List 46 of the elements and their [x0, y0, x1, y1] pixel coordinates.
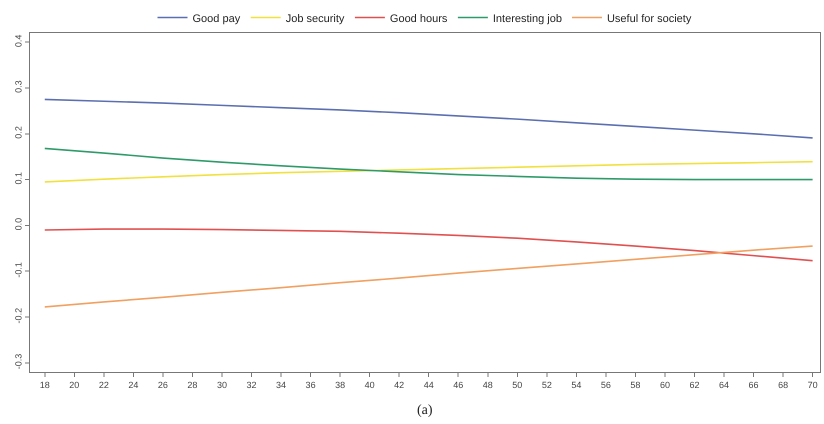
x-tick-label: 52 — [542, 380, 552, 390]
line-series — [44, 98, 814, 139]
x-tick-label: 64 — [719, 380, 730, 390]
x-tick-label: 30 — [216, 380, 227, 390]
x-tick-label: 18 — [40, 380, 50, 390]
y-tick-label: -0.3 — [13, 354, 24, 370]
line-series — [44, 245, 814, 308]
x-tick-label: 46 — [453, 380, 464, 390]
x-tick-label: 28 — [187, 380, 198, 390]
line-series — [44, 228, 814, 262]
x-tick-label: 24 — [128, 380, 138, 390]
line-series — [44, 160, 814, 183]
y-tick-label: -0.2 — [13, 308, 24, 324]
y-tick-label: 0.4 — [13, 34, 24, 48]
y-tick-label: 0.3 — [13, 80, 24, 93]
x-tick-label: 42 — [394, 380, 404, 390]
x-tick-label: 58 — [630, 380, 640, 390]
legend-label: Job security — [286, 12, 345, 25]
y-tick-label: 0.0 — [13, 218, 24, 230]
text: (a) — [417, 403, 433, 418]
x-tick-label: 36 — [306, 380, 316, 390]
legend-label: Good pay — [192, 12, 241, 25]
line-series — [44, 148, 814, 180]
legend-label: Interesting job — [492, 12, 562, 25]
x-tick-label: 20 — [69, 380, 80, 390]
x-tick-label: 50 — [512, 380, 522, 390]
x-tick-label: 54 — [571, 380, 582, 390]
y-tick-label: 0.2 — [13, 126, 24, 139]
x-tick-label: 32 — [246, 380, 257, 390]
x-tick-label: 22 — [98, 380, 109, 390]
x-tick-label: 70 — [808, 380, 818, 390]
x-tick-label: 48 — [482, 380, 493, 390]
x-tick-label: 38 — [335, 380, 346, 390]
x-tick-label: 26 — [158, 380, 168, 390]
x-tick-label: 62 — [689, 380, 700, 390]
x-tick-label: 60 — [660, 380, 670, 390]
legend-label: Good hours — [390, 12, 448, 25]
x-tick-label: 56 — [600, 380, 611, 390]
y-tick-label: -0.1 — [13, 262, 24, 278]
legend-label: Useful for society — [606, 12, 692, 25]
x-tick-label: 40 — [364, 380, 375, 390]
x-tick-label: 44 — [424, 380, 434, 390]
y-tick-label: 0.1 — [13, 172, 24, 184]
x-tick-label: 34 — [276, 380, 286, 390]
x-tick-label: 66 — [748, 380, 759, 390]
x-tick-label: 68 — [778, 380, 788, 390]
